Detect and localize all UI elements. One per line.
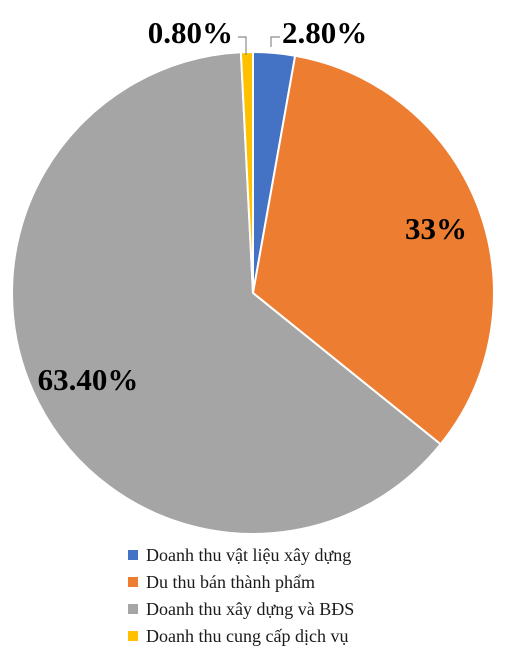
leader-lines: [238, 36, 280, 55]
data-labels: 2.80% 33% 63.40% 0.80%: [38, 15, 467, 397]
legend-swatch: [128, 550, 138, 560]
pie-slice: [11, 51, 443, 535]
legend-swatch: [128, 577, 138, 587]
pie-chart: 2.80% 33% 63.40% 0.80%: [11, 15, 495, 535]
legend-label: Du thu bán thành phẩm: [146, 571, 315, 592]
leader-line: [238, 36, 247, 55]
legend-label: Doanh thu xây dựng và BĐS: [146, 598, 355, 619]
legend-item: Doanh thu cung cấp dịch vụ: [128, 625, 488, 647]
leader-line: [270, 36, 280, 47]
data-label: 63.40%: [38, 362, 139, 397]
legend-label: Doanh thu vật liệu xây dựng: [146, 544, 352, 565]
pie-slices: [11, 50, 495, 535]
legend-item: Doanh thu vật liệu xây dựng: [128, 544, 488, 566]
legend-item: Doanh thu xây dựng và BĐS: [128, 598, 488, 620]
legend-label: Doanh thu cung cấp dịch vụ: [146, 625, 349, 646]
data-label: 33%: [405, 211, 467, 246]
legend-item: Du thu bán thành phẩm: [128, 571, 488, 593]
legend: Doanh thu vật liệu xây dựng Du thu bán t…: [128, 544, 488, 652]
pie-slice: [239, 50, 254, 294]
pie-slice: [251, 54, 495, 446]
legend-swatch: [128, 604, 138, 614]
data-label: 2.80%: [282, 15, 367, 50]
legend-swatch: [128, 631, 138, 641]
data-label: 0.80%: [148, 15, 233, 50]
